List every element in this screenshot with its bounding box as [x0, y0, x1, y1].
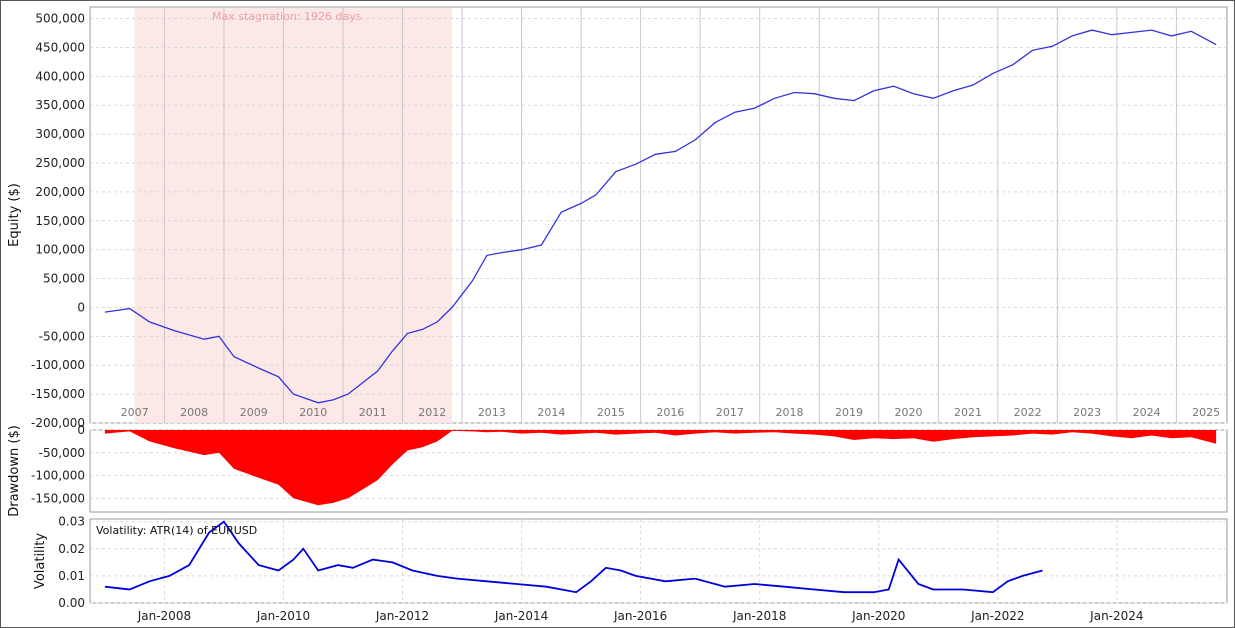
volatility-x-tick-label: Jan-2010	[256, 609, 310, 623]
year-label: 2010	[299, 406, 327, 419]
drawdown-y-ticks: 0 -50,000 -100,000 -150,000	[31, 423, 85, 505]
equity-y-tick-label: 400,000	[35, 69, 85, 83]
volatility-x-tick-label: Jan-2008	[137, 609, 191, 623]
year-label: 2009	[240, 406, 268, 419]
volatility-x-tick-label: Jan-2016	[613, 609, 667, 623]
volatility-x-tick-label: Jan-2014	[494, 609, 548, 623]
year-label: 2019	[835, 406, 863, 419]
stagnation-band	[134, 8, 453, 423]
year-label: 2017	[716, 406, 744, 419]
volatility-grid	[90, 519, 1227, 604]
year-lines	[163, 7, 1177, 423]
year-label: 2011	[359, 406, 387, 419]
volatility-y-tick-label: 0.03	[58, 515, 85, 529]
equity-y-tick-label: 50,000	[43, 272, 85, 286]
year-label: 2020	[895, 406, 923, 419]
year-label: 2023	[1073, 406, 1101, 419]
volatility-x-tick-label: Jan-2018	[732, 609, 786, 623]
volatility-legend: Volatility: ATR(14) of EURUSD	[96, 524, 257, 537]
equity-y-tick-label: -150,000	[31, 387, 85, 401]
equity-y-tick-label: 200,000	[35, 185, 85, 199]
volatility-panel: Volatility: ATR(14) of EURUSD 0.030.020.…	[33, 515, 1228, 623]
equity-y-tick-label: 100,000	[35, 243, 85, 257]
volatility-x-ticks: Jan-2008 Jan-2010 Jan-2012 Jan-2014 Jan-2016…	[137, 609, 1144, 623]
year-label: 2018	[775, 406, 803, 419]
equity-axis-title: Equity ($)	[7, 183, 22, 247]
equity-y-tick-label: 450,000	[35, 40, 85, 54]
volatility-y-tick-label: 0.01	[58, 569, 85, 583]
drawdown-series-area	[104, 430, 1217, 506]
drawdown-y-tick-label: -100,000	[31, 469, 85, 483]
year-label: 2008	[180, 406, 208, 419]
year-label: 2024	[1133, 406, 1161, 419]
year-label: 2025	[1192, 406, 1220, 419]
equity-y-tick-label: 350,000	[35, 98, 85, 112]
volatility-y-tick-label: 0.02	[58, 542, 85, 556]
equity-series-line	[104, 29, 1217, 404]
equity-y-tick-label: 500,000	[35, 12, 85, 26]
volatility-axis-title: Volatility	[33, 533, 48, 589]
equity-y-tick-label: -200,000	[31, 416, 85, 430]
drawdown-axis-title: Drawdown ($)	[7, 425, 22, 517]
volatility-plot-area	[89, 518, 1228, 604]
year-label: 2016	[656, 406, 684, 419]
volatility-x-tick-label: Jan-2020	[851, 609, 905, 623]
drawdown-y-tick-label: -150,000	[31, 491, 85, 505]
volatility-y-tick-label: 0.00	[58, 596, 85, 610]
year-label: 2015	[597, 406, 625, 419]
year-label: 2021	[954, 406, 982, 419]
year-label: 2013	[478, 406, 506, 419]
drawdown-panel: 0 -50,000 -100,000 -150,000 Drawdown ($)	[7, 423, 1228, 517]
equity-panel: 2007 2008 2009 2010 2011 2012 2013 2014 2015 2016…	[7, 6, 1228, 430]
equity-y-tick-label: -50,000	[39, 329, 85, 343]
volatility-y-ticks: 0.03 0.02 0.01 0.00	[58, 515, 85, 610]
volatility-x-tick-label: Jan-2012	[375, 609, 429, 623]
year-label: 2007	[121, 406, 149, 419]
drawdown-y-tick-label: -50,000	[39, 446, 85, 460]
volatility-x-tick-label: Jan-2024	[1089, 609, 1143, 623]
equity-y-tick-label: -100,000	[31, 358, 85, 372]
year-label: 2014	[537, 406, 565, 419]
drawdown-y-tick-label: 0	[77, 423, 85, 437]
equity-y-tick-label: 150,000	[35, 214, 85, 228]
year-label: 2012	[418, 406, 446, 419]
stagnation-annotation: Max stagnation: 1926 days	[212, 10, 362, 23]
volatility-x-tick-label: Jan-2022	[970, 609, 1024, 623]
year-labels: 2007 2008 2009 2010 2011 2012 2013 2014 2015 2016…	[121, 406, 1221, 419]
equity-y-ticks: 500,000 450,000 400,000 350,000 300,000 250,0…	[31, 12, 85, 430]
volatility-series-line	[104, 520, 1043, 594]
year-label: 2022	[1014, 406, 1042, 419]
equity-y-tick-label: 250,000	[35, 156, 85, 170]
equity-y-tick-label: 0	[77, 300, 85, 314]
equity-y-tick-label: 300,000	[35, 127, 85, 141]
